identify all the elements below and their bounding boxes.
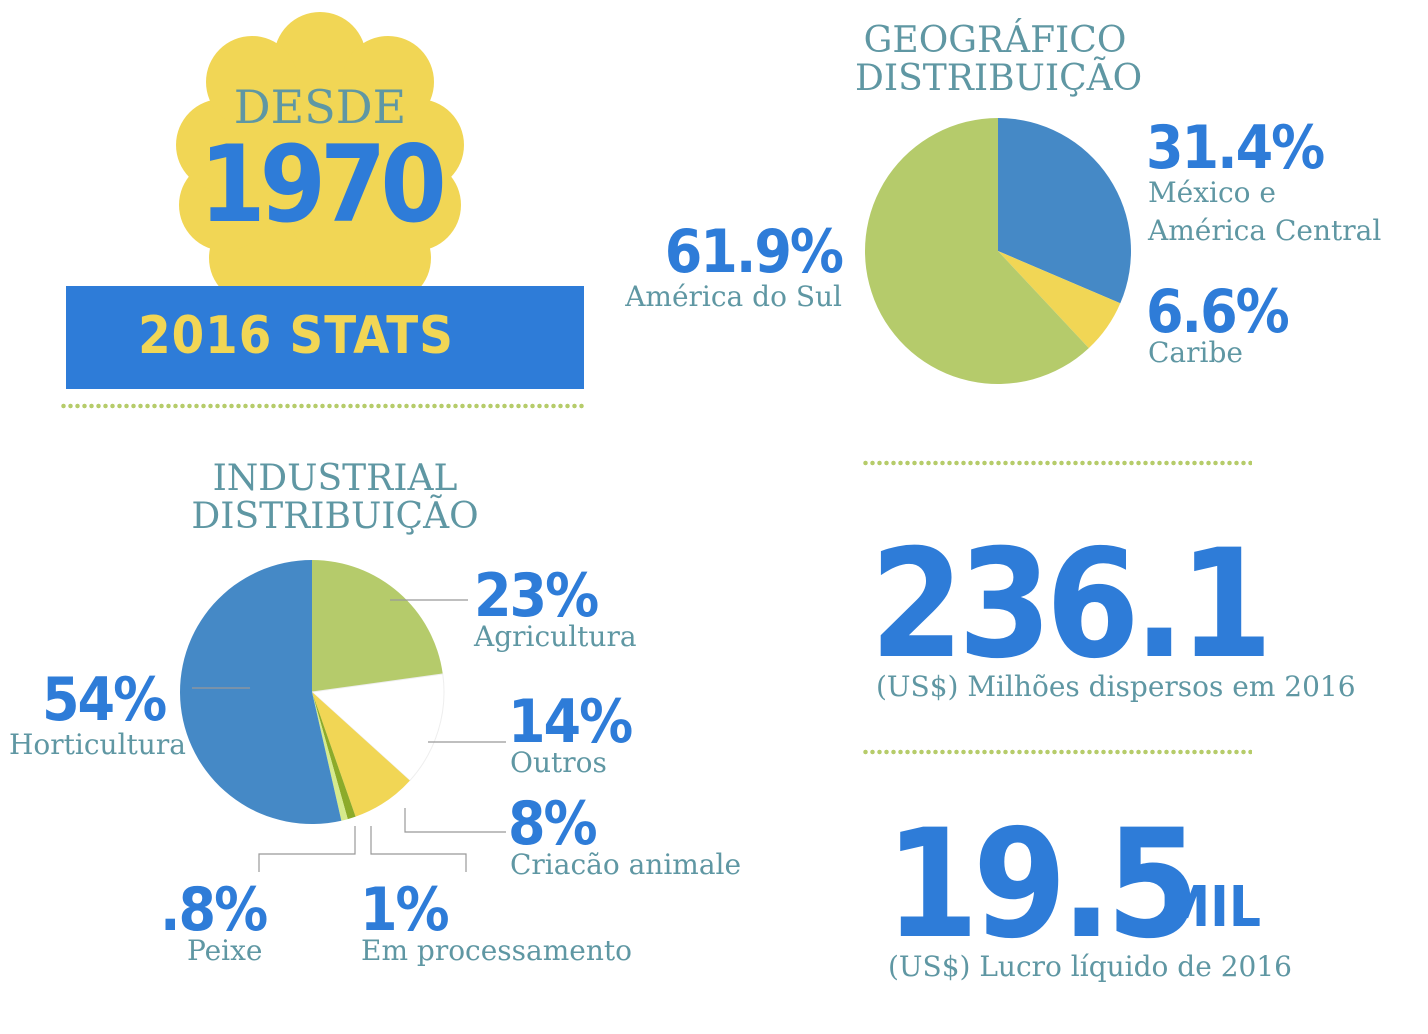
industrial-pie-slice-1: [310, 673, 445, 782]
industrial-pie-slice-4: [312, 692, 348, 821]
stat-dispersed-value: 236.1: [870, 518, 1273, 692]
geo-chart-title-line: GEOGRÁFICO: [863, 20, 1127, 61]
industrial-pie: [180, 560, 445, 824]
geo-pct-sul: 61.9%: [664, 217, 844, 287]
geo-chart-title: GEOGRÁFICO DISTRIBUIÇÃO: [855, 20, 1143, 99]
ind-pct-outros: 14%: [508, 687, 633, 757]
stat-profit-value: 19.5: [885, 798, 1200, 972]
ind-label-criacao: Criacão animale: [510, 848, 742, 881]
industrial-pie-slice-0: [312, 560, 443, 692]
geo-label-line: América Central: [1148, 214, 1382, 247]
industrial-chart-title: INDUSTRIAL DISTRIBUIÇÃO: [185, 460, 485, 536]
badge-year: 1970: [199, 123, 446, 246]
industrial-pie-slice-3: [312, 692, 356, 820]
stat-dispersed-caption: (US$) Milhões dispersos em 2016: [876, 670, 1356, 703]
dotted-divider: [60, 402, 585, 410]
stats-banner-label: 2016 STATS: [138, 306, 454, 366]
ind-pct-processamento: 1%: [360, 875, 450, 945]
geo-pct-caribe: 6.6%: [1146, 277, 1290, 347]
geo-pct-mexico: 31.4%: [1146, 113, 1325, 183]
stat-profit-unit: MIL: [1160, 875, 1261, 940]
industrial-pie-slice-2: [312, 692, 410, 817]
geo-pie-slice-1: [998, 251, 1121, 349]
ind-pct-agricultura: 23%: [474, 561, 599, 631]
ind-pct-horticultura: 54%: [42, 665, 167, 735]
industrial-chart-title-line: DISTRIBUIÇÃO: [191, 496, 479, 537]
industrial-chart-title-line: INDUSTRIAL: [212, 458, 458, 499]
geo-pie-slice-0: [998, 118, 1131, 304]
geo-label-mexico: México e América Central: [1148, 174, 1381, 250]
ind-label-peixe: Peixe: [187, 934, 263, 967]
stat-profit-caption: (US$) Lucro líquido de 2016: [888, 950, 1292, 983]
dotted-divider: [862, 459, 1252, 467]
geo-label-caribe: Caribe: [1148, 336, 1243, 369]
ind-pct-peixe: .8%: [160, 875, 268, 945]
ind-label-outros: Outros: [510, 746, 607, 779]
geo-pie: [865, 118, 1131, 384]
geo-chart-title-line: DISTRIBUIÇÃO: [855, 58, 1143, 99]
industrial-pie-slice-5: [180, 560, 342, 824]
ind-pct-criacao: 8%: [508, 789, 598, 859]
ind-label-processamento: Em processamento: [361, 934, 633, 967]
dotted-divider: [862, 748, 1252, 756]
geo-pie-slice-2: [865, 118, 1089, 384]
ind-label-agricultura: Agricultura: [474, 620, 637, 653]
stats-banner: [66, 286, 584, 389]
geo-label-line: México e: [1148, 176, 1276, 209]
geo-label-sul: América do Sul: [625, 280, 842, 313]
ind-label-horticultura: Horticultura: [9, 728, 186, 761]
badge-desde: DESDE: [233, 80, 407, 134]
